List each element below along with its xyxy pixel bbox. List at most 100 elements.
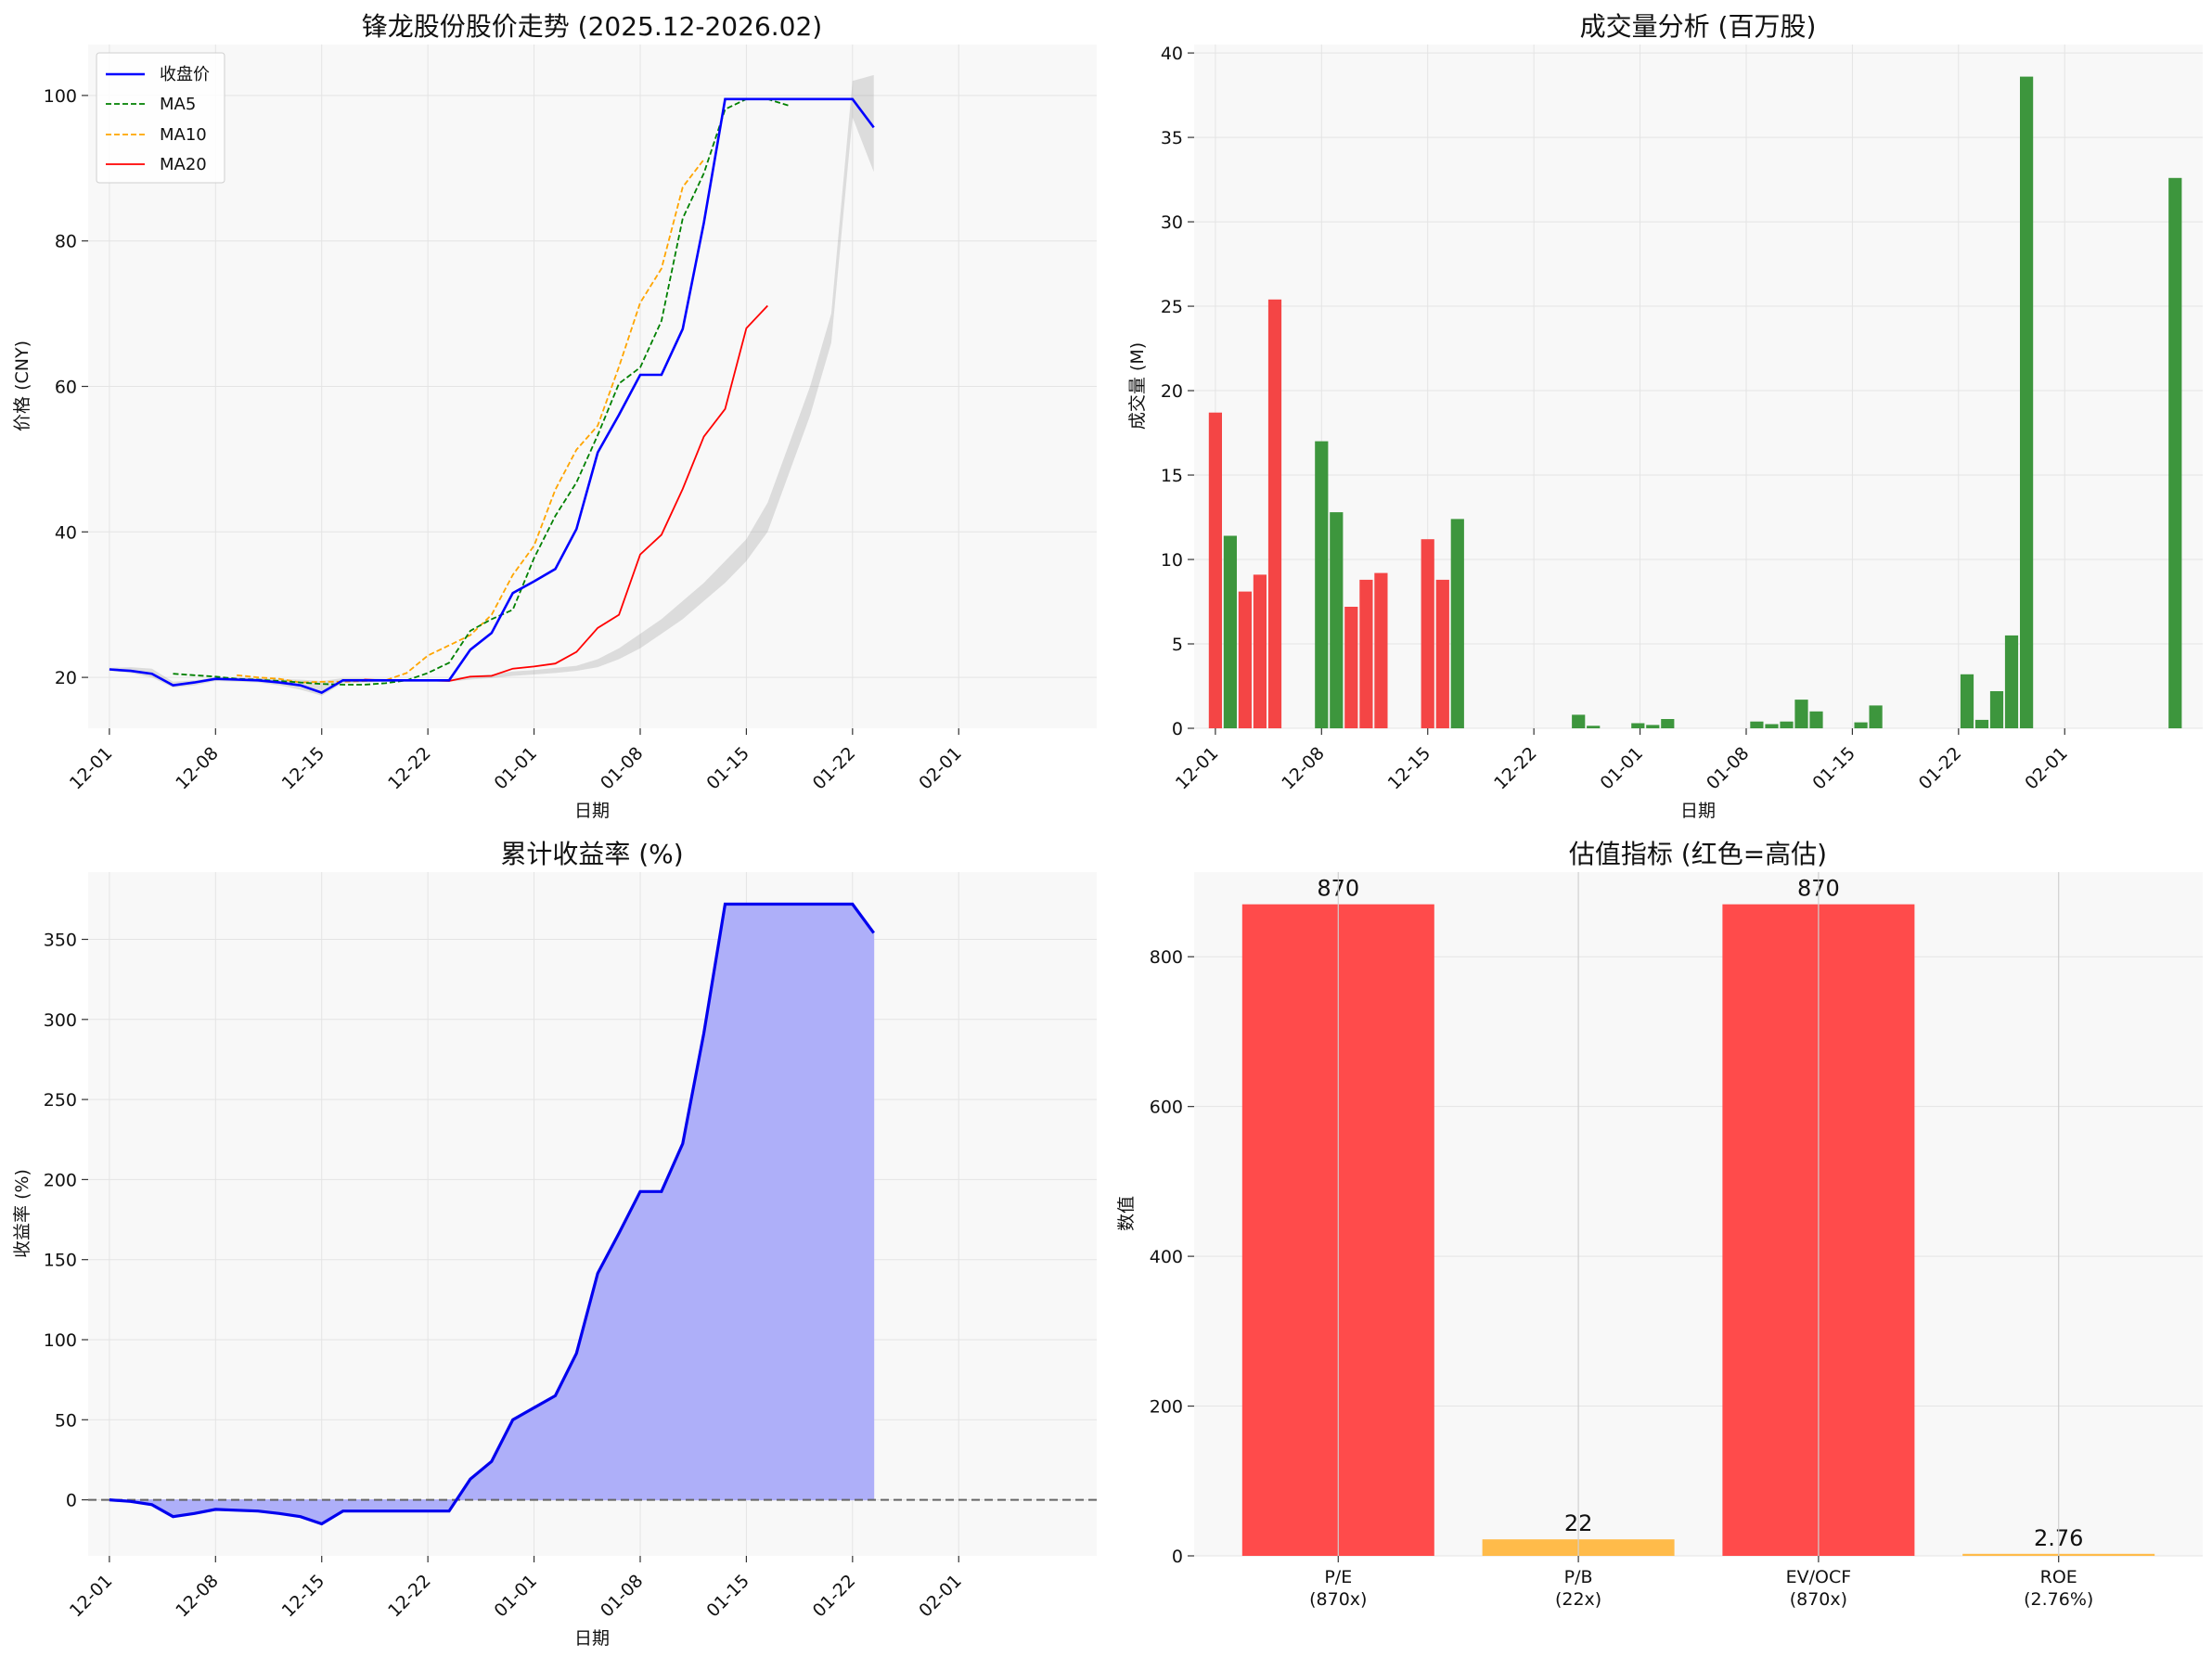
- valuation-ytick-label: 800: [1150, 947, 1183, 968]
- price-ytick-label: 60: [55, 378, 77, 398]
- valuation-category-sublabel: (22x): [1555, 1589, 1601, 1610]
- volume-ytick-label: 10: [1161, 550, 1183, 571]
- price-xtick-label: 12-08: [172, 743, 223, 794]
- volume-bar: [1208, 412, 1222, 728]
- cumulative-chart-panel: 12-01 12-08 12-15 12-22 01-01 01-08 01-15 01-22…: [12, 839, 1097, 1649]
- valuation-chart-title: 估值指标 (红色=高估): [1569, 839, 1827, 869]
- cumulative-xtick-label: 01-15: [702, 1571, 753, 1622]
- volume-bar: [1374, 572, 1388, 728]
- price-legend-box: [96, 52, 225, 184]
- volume-bar: [1646, 725, 1660, 728]
- volume-bar: [1587, 726, 1601, 728]
- legend-label-ma10: MA10: [160, 125, 207, 145]
- volume-bar: [1631, 723, 1645, 728]
- volume-xtick-label: 01-22: [1915, 743, 1966, 794]
- price-ytick-label: 100: [44, 86, 77, 107]
- volume-bars: [1208, 76, 2182, 729]
- cumulative-xtick-label: 02-01: [915, 1571, 966, 1622]
- volume-xtick-label: 01-15: [1808, 743, 1859, 794]
- cumulative-ytick-label: 0: [66, 1491, 77, 1511]
- price-chart-panel: 12-01 12-08 12-15 12-22 01-01 01-08 01-15 01-22…: [12, 11, 1097, 821]
- volume-bar: [1809, 711, 1823, 728]
- price-ytick-label: 80: [55, 232, 77, 252]
- price-y-axis-label: 价格 (CNY): [12, 340, 32, 431]
- close-price-line: [109, 97, 875, 695]
- volume-ytick-label: 15: [1161, 466, 1183, 486]
- price-chart-title: 锋龙股份股价走势 (2025.12-2026.02): [362, 11, 822, 42]
- legend-item-ma10: MA10: [106, 125, 207, 145]
- volume-ytick-label: 0: [1172, 719, 1183, 739]
- valuation-axes: 0200400600800P/E(870x)P/B(22x)EV/OCF(870…: [1150, 947, 2094, 1610]
- valuation-ytick-label: 600: [1150, 1098, 1183, 1118]
- valuation-category-sublabel: (870x): [1309, 1589, 1367, 1610]
- volume-bar: [1238, 591, 1252, 728]
- price-ytick-label: 20: [55, 668, 77, 688]
- cumulative-xtick-label: 01-22: [809, 1571, 860, 1622]
- price-xtick-label: 12-01: [66, 743, 117, 794]
- cumulative-return-line: [109, 902, 875, 1526]
- volume-bar: [1869, 705, 1883, 728]
- valuation-y-axis-label: 数值: [1116, 1196, 1137, 1231]
- volume-ytick-label: 25: [1161, 297, 1183, 317]
- legend-label-ma20: MA20: [160, 155, 207, 174]
- volume-x-axis-label: 日期: [1680, 801, 1716, 821]
- price-ytick-label: 40: [55, 522, 77, 543]
- volume-bar: [1974, 719, 1989, 728]
- legend-label-close: 收盘价: [160, 65, 210, 84]
- volume-bar: [1435, 579, 1449, 728]
- volume-xtick-label: 12-01: [1172, 743, 1223, 794]
- cumulative-ytick-label: 200: [44, 1170, 77, 1190]
- price-series: [109, 74, 875, 696]
- cumulative-chart-title: 累计收益率 (%): [500, 839, 683, 869]
- volume-chart-panel: 12-01 12-08 12-15 12-22 01-01 01-08 01-15 01-22…: [1127, 11, 2203, 821]
- volume-bar: [2020, 76, 2034, 729]
- volume-xtick-label: 02-01: [2021, 743, 2072, 794]
- volume-bar: [1765, 724, 1779, 728]
- volume-bar: [1315, 441, 1329, 728]
- volume-ytick-label: 20: [1161, 381, 1183, 402]
- volume-xtick-label: 01-08: [1703, 743, 1754, 794]
- valuation-category-label: ROE: [2040, 1567, 2077, 1587]
- legend-item-ma20: MA20: [106, 155, 207, 174]
- volume-ytick-label: 40: [1161, 44, 1183, 64]
- price-xtick-label: 01-08: [597, 743, 648, 794]
- volume-bar: [1661, 719, 1675, 728]
- volume-bar: [1854, 722, 1868, 728]
- volume-xtick-label: 12-15: [1384, 743, 1435, 794]
- volume-bar: [1421, 539, 1434, 728]
- cumulative-ytick-label: 350: [44, 930, 77, 950]
- volume-bar: [1989, 691, 2004, 728]
- legend-item-close: 收盘价: [106, 65, 210, 84]
- cumulative-xtick-label: 01-01: [491, 1571, 542, 1622]
- valuation-category-sublabel: (2.76%): [2024, 1589, 2093, 1610]
- price-x-axis-label: 日期: [574, 801, 610, 821]
- volume-xtick-label: 12-22: [1490, 743, 1541, 794]
- valuation-ytick-label: 200: [1150, 1397, 1183, 1418]
- price-xtick-label: 01-01: [491, 743, 542, 794]
- cumulative-ytick-label: 250: [44, 1090, 77, 1111]
- volume-bar: [1344, 607, 1358, 728]
- volume-xtick-label: 01-01: [1597, 743, 1648, 794]
- cumulative-xtick-label: 12-01: [66, 1571, 117, 1622]
- legend-item-ma5: MA5: [106, 95, 196, 114]
- price-xtick-label: 12-15: [278, 743, 329, 794]
- valuation-category-label: EV/OCF: [1786, 1567, 1852, 1587]
- volume-bar: [1253, 574, 1267, 728]
- legend-label-ma5: MA5: [160, 95, 196, 114]
- cumulative-ytick-label: 50: [55, 1410, 77, 1431]
- volume-bar: [1330, 512, 1344, 728]
- volume-bar: [1223, 535, 1237, 728]
- price-xtick-label: 01-22: [809, 743, 860, 794]
- cumulative-xtick-label: 12-08: [172, 1571, 223, 1622]
- price-xtick-label: 02-01: [915, 743, 966, 794]
- price-grid: [88, 45, 1097, 728]
- cumulative-series: [88, 902, 1097, 1526]
- volume-chart-title: 成交量分析 (百万股): [1580, 11, 1817, 42]
- volume-bar: [1794, 700, 1808, 728]
- valuation-category-label: P/E: [1324, 1567, 1352, 1587]
- valuation-ytick-label: 0: [1172, 1547, 1183, 1567]
- volume-y-axis-label: 成交量 (M): [1127, 342, 1148, 430]
- cumulative-ytick-label: 150: [44, 1251, 77, 1271]
